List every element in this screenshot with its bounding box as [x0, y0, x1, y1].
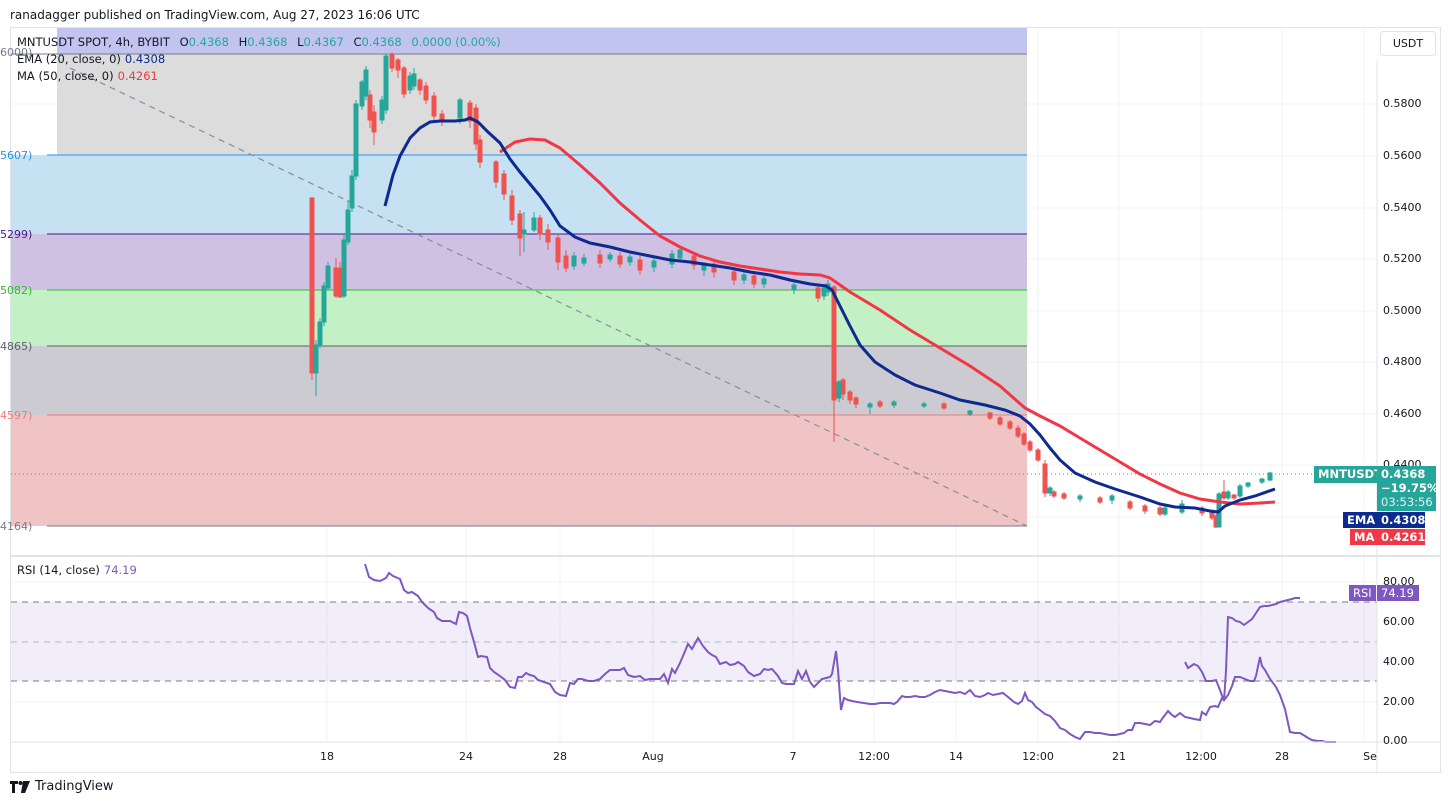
ema-badge-value: 0.4308 — [1377, 512, 1425, 528]
rsi-tick: 20.00 — [1383, 695, 1415, 708]
price-tick: 0.4800 — [1383, 355, 1422, 368]
price-badge-value: 0.4368 — [1381, 467, 1426, 481]
ema-value: 0.4308 — [124, 52, 166, 66]
rsi-badge-label: RSI — [1349, 585, 1376, 601]
time-tick: 21 — [1112, 750, 1126, 763]
ema-badge-label: EMA — [1343, 512, 1380, 528]
symbol-badge: MNTUSDT — [1314, 466, 1386, 483]
ma-line — [499, 137, 1276, 506]
ma-legend[interactable]: MA (50, close, 0) 0.4261 — [17, 69, 158, 83]
price-tick: 0.4600 — [1383, 407, 1422, 420]
ema-line — [383, 116, 1276, 514]
high-value: 0.4368 — [247, 35, 288, 49]
ema-label: EMA (20, close, 0) — [17, 52, 121, 66]
currency-button[interactable]: USDT — [1380, 31, 1436, 56]
time-tick: 28 — [1275, 750, 1289, 763]
candles — [309, 52, 1273, 528]
price-badge-change: −19.75% — [1381, 481, 1439, 495]
fib-label-0: 6000) — [0, 46, 33, 59]
tradingview-logo-icon — [10, 780, 30, 793]
fib-label-5: 4597) — [0, 409, 33, 422]
ma-label: MA (50, close, 0) — [17, 69, 114, 83]
rsi-tick: 40.00 — [1383, 655, 1415, 668]
ma-badge-label: MA — [1350, 529, 1379, 545]
fib-label-4: 4865) — [0, 340, 33, 353]
brand-name: TradingView — [35, 779, 114, 794]
tradingview-brand[interactable]: TradingView — [10, 779, 114, 794]
open-label: O — [179, 35, 189, 49]
ma-value: 0.4261 — [117, 69, 158, 83]
close-label: C — [353, 35, 362, 49]
rsi-tick: 60.00 — [1383, 615, 1415, 628]
price-tick: 0.5400 — [1383, 201, 1422, 214]
price-tick: 0.5200 — [1383, 252, 1422, 265]
open-value: 0.4368 — [188, 35, 229, 49]
publish-info: ranadagger published on TradingView.com,… — [10, 8, 420, 22]
symbol-name: MNTUSDT SPOT, 4h, BYBIT — [17, 35, 170, 49]
price-badge-countdown: 03:53:56 — [1381, 495, 1433, 509]
rsi-badge-value: 74.19 — [1377, 585, 1419, 601]
low-label: L — [297, 35, 304, 49]
time-tick: 24 — [459, 750, 473, 763]
ma-badge-value: 0.4261 — [1377, 529, 1425, 545]
time-tick: Aug — [642, 750, 664, 763]
symbol-legend[interactable]: MNTUSDT SPOT, 4h, BYBIT O0.4368 H0.4368 … — [17, 35, 501, 49]
rsi-tick: 0.00 — [1383, 734, 1408, 747]
fib-label-6: 4164) — [0, 520, 33, 533]
rsi-legend[interactable]: RSI (14, close) 74.19 — [17, 563, 137, 577]
rsi-value: 74.19 — [103, 563, 137, 577]
time-tick: 28 — [553, 750, 567, 763]
fibonacci-retracement[interactable] — [11, 28, 1027, 527]
high-label: H — [238, 35, 248, 49]
trend-line[interactable] — [69, 67, 1028, 527]
fib-label-3: 5082) — [0, 284, 33, 297]
rsi-tick: 80.00 — [1383, 575, 1415, 588]
change-value: 0.0000 (0.00%) — [411, 35, 501, 49]
rsi-label: RSI (14, close) — [17, 563, 100, 577]
rsi-line — [364, 563, 1336, 743]
fib-label-2: 5299) — [0, 228, 33, 241]
price-badge: 0.4368 −19.75% 03:53:56 — [1377, 466, 1439, 511]
fib-label-1: 5607) — [0, 149, 33, 162]
close-value: 0.4368 — [361, 35, 402, 49]
time-tick: 14 — [949, 750, 963, 763]
time-tick: 18 — [320, 750, 334, 763]
time-tick: 12:00 — [858, 750, 890, 763]
price-tick: 0.5000 — [1383, 304, 1422, 317]
price-tick: 0.5800 — [1383, 97, 1422, 110]
ema-legend[interactable]: EMA (20, close, 0) 0.4308 — [17, 52, 165, 66]
chart-frame — [10, 27, 1441, 773]
time-tick: 12:00 — [1022, 750, 1054, 763]
time-tick: 12:00 — [1185, 750, 1217, 763]
price-tick: 0.5600 — [1383, 149, 1422, 162]
low-value: 0.4367 — [303, 35, 344, 49]
time-tick: 7 — [789, 750, 797, 763]
time-tick: Se — [1363, 750, 1377, 763]
